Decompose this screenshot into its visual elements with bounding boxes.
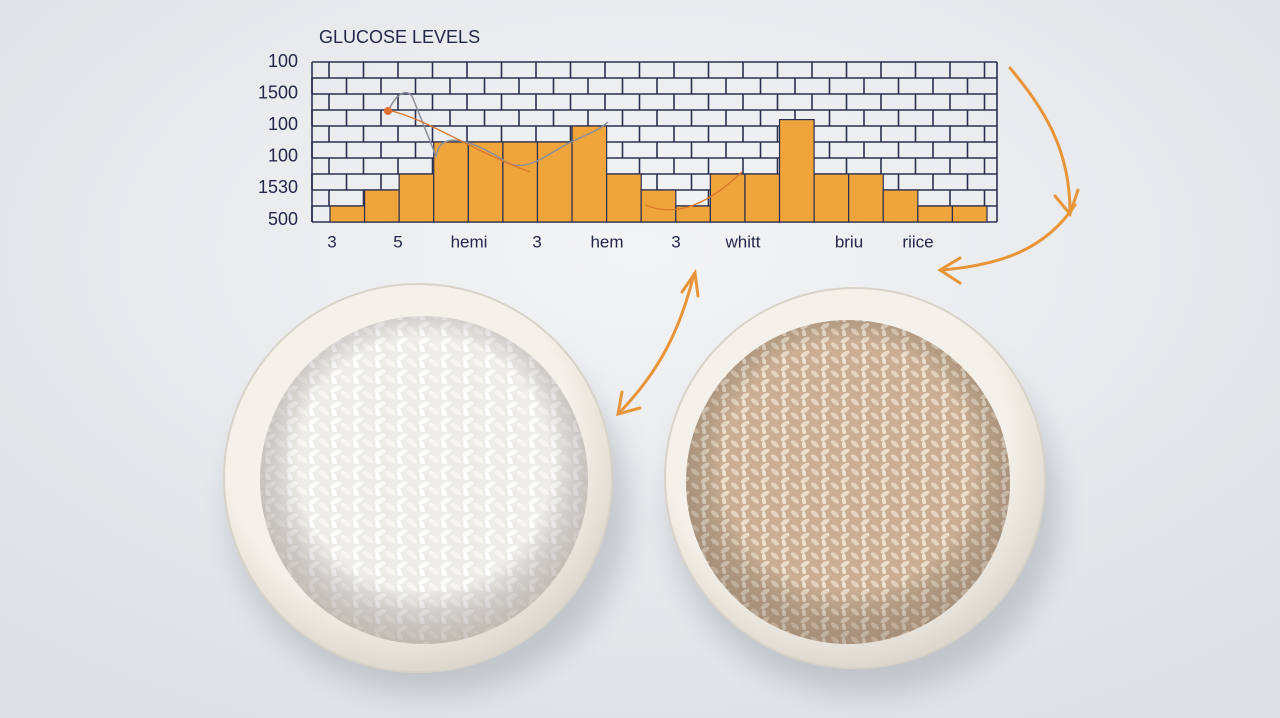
bar — [709, 173, 746, 223]
bar — [433, 141, 469, 223]
x-label: 3 — [671, 232, 680, 251]
bar — [398, 173, 435, 223]
bars — [329, 118, 988, 223]
trend-line — [387, 109, 743, 211]
bar — [813, 173, 850, 223]
bar — [571, 125, 608, 223]
y-labels: 100 1500 100 100 1530 500 — [258, 51, 298, 229]
arrow — [940, 203, 1077, 272]
bar — [778, 118, 815, 223]
y-label: 1500 — [258, 82, 298, 102]
bar — [951, 205, 988, 223]
bar — [329, 205, 366, 223]
arrow-head — [937, 256, 962, 285]
x-label: riice — [902, 232, 933, 251]
bar — [917, 205, 954, 223]
x-label: whitt — [725, 232, 761, 251]
x-labels: 3 5 hemi 3 hem 3 whitt briu riice — [327, 232, 933, 251]
rice-shade — [686, 320, 1010, 644]
y-label: 100 — [268, 114, 298, 134]
x-label: 3 — [532, 232, 541, 251]
y-label: 500 — [268, 209, 298, 229]
chart-title: GLUCOSE LEVELS — [319, 27, 480, 47]
bar — [744, 173, 781, 223]
x-label: hemi — [451, 232, 488, 251]
y-label: 1530 — [258, 177, 298, 197]
x-label: briu — [835, 232, 863, 251]
marker — [384, 107, 392, 115]
bar — [363, 189, 400, 223]
x-label: 3 — [327, 232, 336, 251]
arrow — [1008, 66, 1072, 214]
bar — [606, 173, 642, 223]
rice-shade — [260, 316, 588, 644]
x-label: hem — [590, 232, 623, 251]
arrow-head — [616, 390, 642, 417]
bar — [882, 189, 919, 223]
arrow-head — [680, 268, 700, 298]
arrows — [616, 66, 1080, 417]
trend-line — [387, 91, 609, 167]
arrow — [618, 272, 696, 414]
bar — [467, 141, 504, 223]
bar — [536, 141, 573, 223]
bar — [848, 173, 884, 223]
bar — [502, 141, 539, 223]
x-label: 5 — [393, 232, 402, 251]
y-label: 100 — [268, 146, 298, 166]
y-label: 100 — [268, 51, 298, 71]
